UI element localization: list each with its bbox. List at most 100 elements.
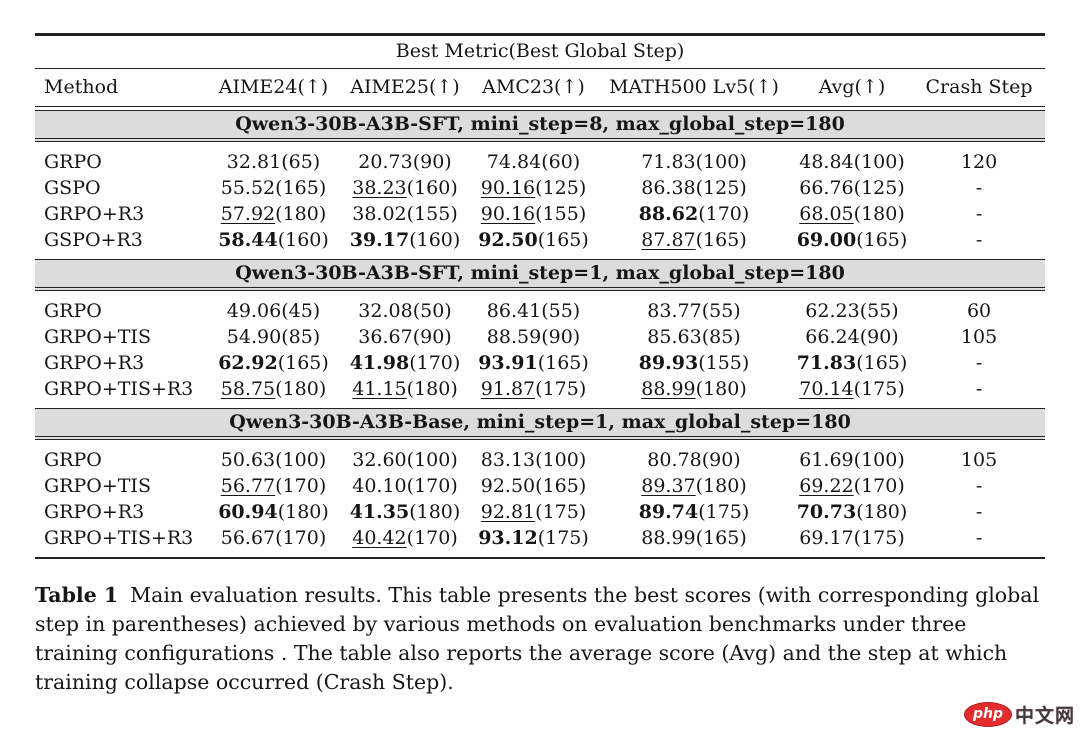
score-cell: 36.67(90) xyxy=(340,324,470,350)
score-value: 69.00 xyxy=(796,229,857,251)
method-cell: GRPO+R3 xyxy=(44,352,145,374)
crash-step-cell: - xyxy=(975,501,983,523)
table-row: GRPO+R3 60.94(180) 41.35(180) 92.81(175) 89.… xyxy=(35,499,1045,525)
score-step: (90) xyxy=(412,326,452,348)
score-value: 71.83 xyxy=(641,151,696,173)
score-cell: 58.75(180) xyxy=(207,376,340,408)
watermark: php 中文网 xyxy=(963,701,1075,728)
score-step: (155) xyxy=(406,203,458,225)
score-value: 38.23 xyxy=(352,177,407,199)
score-cell: 85.63(85) xyxy=(597,324,791,350)
page: Best Metric(Best Global Step) Method AIME… xyxy=(35,33,1046,697)
score-step: (160) xyxy=(277,229,329,251)
score-value: 68.05 xyxy=(799,203,854,225)
score-step: (165) xyxy=(695,229,747,251)
score-value: 66.76 xyxy=(799,177,854,199)
score-step: (165) xyxy=(856,352,908,374)
score-value: 60.94 xyxy=(218,501,278,523)
score-cell: 41.98(170) xyxy=(340,350,470,376)
section-band-row: Qwen3-30B-A3B-Base, mini_step=1, max_glo… xyxy=(35,408,1046,440)
score-step: (165) xyxy=(537,229,589,251)
score-cell: 49.06(45) xyxy=(207,291,340,324)
score-cell: 69.17(175) xyxy=(791,525,913,557)
crash-step-cell: - xyxy=(975,527,983,549)
score-step: (170) xyxy=(275,475,327,497)
score-cell: 57.92(180) xyxy=(207,201,340,227)
score-value: 87.87 xyxy=(641,229,696,251)
section-band-0: Qwen3-30B-A3B-SFT, mini_step=8, max_glob… xyxy=(35,110,1046,142)
score-cell: 88.62(170) xyxy=(597,201,791,227)
table-row: GRPO+TIS+R3 56.67(170) 40.42(170) 93.12(175… xyxy=(35,525,1045,557)
score-step: (60) xyxy=(541,151,581,173)
score-value: 91.87 xyxy=(480,378,536,400)
php-logo-badge: php xyxy=(963,702,1012,727)
score-value: 89.93 xyxy=(638,352,699,374)
score-value: 71.83 xyxy=(796,352,857,374)
score-value: 92.50 xyxy=(478,229,538,251)
score-step: (85) xyxy=(701,326,741,348)
score-value: 69.17 xyxy=(799,527,854,549)
score-step: (180) xyxy=(695,378,747,400)
score-value: 74.84 xyxy=(486,151,542,173)
score-cell: 41.15(180) xyxy=(340,376,470,408)
score-value: 58.44 xyxy=(218,229,278,251)
score-cell: 88.59(90) xyxy=(470,324,597,350)
score-cell: 32.60(100) xyxy=(340,440,470,473)
score-step: (165) xyxy=(695,527,747,549)
score-value: 55.52 xyxy=(220,177,276,199)
score-cell: 83.13(100) xyxy=(470,440,597,473)
column-header-2: AIME25(↑) xyxy=(340,69,470,107)
table-row: GRPO 32.81(65) 20.73(90) 74.84(60) 71.83(100… xyxy=(35,142,1045,175)
table-body: Qwen3-30B-A3B-SFT, mini_step=8, max_glob… xyxy=(35,107,1046,557)
score-cell: 41.35(180) xyxy=(340,499,470,525)
score-cell: 93.91(165) xyxy=(470,350,597,376)
score-step: (155) xyxy=(535,203,587,225)
score-value: 85.63 xyxy=(647,326,702,348)
score-cell: 54.90(85) xyxy=(207,324,340,350)
score-step: (100) xyxy=(853,151,905,173)
score-cell: 89.74(175) xyxy=(597,499,791,525)
method-cell: GRPO xyxy=(44,449,102,471)
score-value: 32.81 xyxy=(226,151,282,173)
score-cell: 62.23(55) xyxy=(791,291,913,324)
score-value: 83.13 xyxy=(480,449,536,471)
score-value: 49.06 xyxy=(226,300,282,322)
score-step: (50) xyxy=(412,300,452,322)
score-value: 90.16 xyxy=(480,177,536,199)
score-step: (175) xyxy=(698,501,750,523)
crash-step-cell: - xyxy=(975,229,983,251)
score-step: (155) xyxy=(698,352,750,374)
caption-text: Main evaluation results. This table pres… xyxy=(35,583,1040,694)
score-step: (90) xyxy=(541,326,581,348)
score-value: 38.02 xyxy=(352,203,407,225)
table-row: GRPO+R3 57.92(180) 38.02(155) 90.16(155) 88.… xyxy=(35,201,1045,227)
score-value: 88.99 xyxy=(641,527,696,549)
score-cell: 68.05(180) xyxy=(791,201,913,227)
table-row: GSPO+R3 58.44(160) 39.17(160) 92.50(165) 87.… xyxy=(35,227,1045,259)
score-step: (170) xyxy=(698,203,750,225)
score-step: (160) xyxy=(409,229,461,251)
table-caption: Table 1 Main evaluation results. This tab… xyxy=(35,581,1045,697)
score-step: (175) xyxy=(537,527,589,549)
score-cell: 38.02(155) xyxy=(340,201,470,227)
table-row: GRPO+TIS+R3 58.75(180) 41.15(180) 91.87(175… xyxy=(35,376,1045,408)
score-cell: 71.83(165) xyxy=(791,350,913,376)
score-cell: 93.12(175) xyxy=(470,525,597,557)
score-step: (165) xyxy=(856,229,908,251)
score-cell: 90.16(155) xyxy=(470,201,597,227)
column-header-5: Avg(↑) xyxy=(791,69,913,107)
score-cell: 66.76(125) xyxy=(791,175,913,201)
score-cell: 20.73(90) xyxy=(340,142,470,175)
score-value: 41.35 xyxy=(349,501,410,523)
caption-label: Table 1 xyxy=(35,583,119,607)
score-cell: 80.78(90) xyxy=(597,440,791,473)
score-step: (90) xyxy=(412,151,452,173)
score-step: (90) xyxy=(701,449,741,471)
score-step: (180) xyxy=(275,203,327,225)
table-row: GRPO+R3 62.92(165) 41.98(170) 93.91(165) 89.… xyxy=(35,350,1045,376)
score-step: (125) xyxy=(853,177,905,199)
score-step: (100) xyxy=(535,449,587,471)
crash-step-cell: - xyxy=(975,203,983,225)
score-value: 41.15 xyxy=(352,378,407,400)
score-cell: 70.14(175) xyxy=(791,376,913,408)
